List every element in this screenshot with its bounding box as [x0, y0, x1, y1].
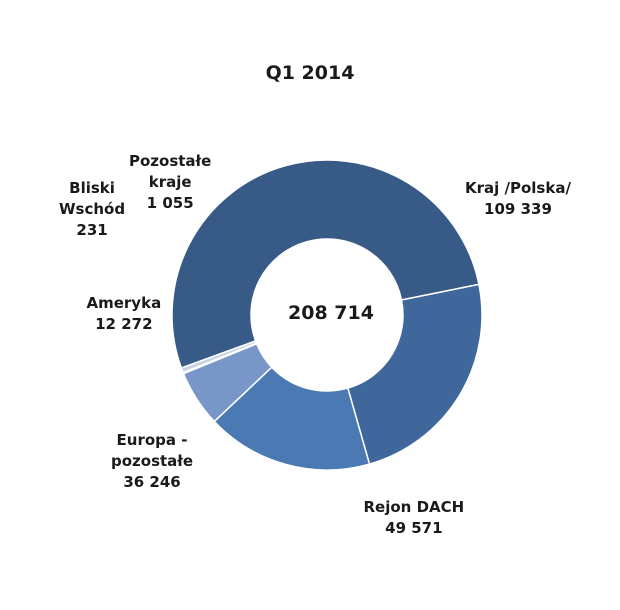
- slice-name-line: kraje: [148, 173, 192, 191]
- slice-name-line: pozostałe: [111, 452, 194, 470]
- slice-label-5: Pozostałe kraje 1 055: [129, 151, 211, 214]
- slice-value: 1 055: [146, 194, 194, 212]
- slice-value: 12 272: [95, 315, 153, 333]
- chart-title: Q1 2014: [265, 62, 355, 84]
- slice-value: 231: [76, 221, 108, 239]
- slice-name-line: Bliski: [69, 179, 115, 197]
- slice-value: 109 339: [484, 200, 552, 218]
- slice-value: 36 246: [123, 473, 181, 491]
- slice-label-4: Bliski Wschód 231: [59, 178, 125, 241]
- slice-value: 49 571: [385, 519, 443, 537]
- slice-label-3: Ameryka 12 272: [87, 293, 162, 335]
- slice-1: [346, 283, 483, 465]
- slice-label-1: Rejon DACH 49 571: [364, 497, 465, 539]
- slice-5: [180, 340, 258, 374]
- slice-0: [171, 159, 480, 369]
- center-total-label: 208 714: [288, 302, 374, 324]
- slice-name-line: Wschód: [59, 200, 126, 218]
- slice-name-line: Ameryka: [86, 294, 162, 312]
- slice-label-2: Europa - pozostałe 36 246: [111, 430, 193, 493]
- slice-label-0: Kraj /Polska/109 339: [465, 178, 571, 220]
- slice-name-line: Europa -: [116, 431, 188, 449]
- slice-name-line: Kraj /Polska/: [465, 179, 571, 197]
- slice-2: [213, 366, 371, 471]
- slice-name-line: Rejon DACH: [363, 498, 465, 516]
- slice-name-line: Pozostałe: [129, 152, 212, 170]
